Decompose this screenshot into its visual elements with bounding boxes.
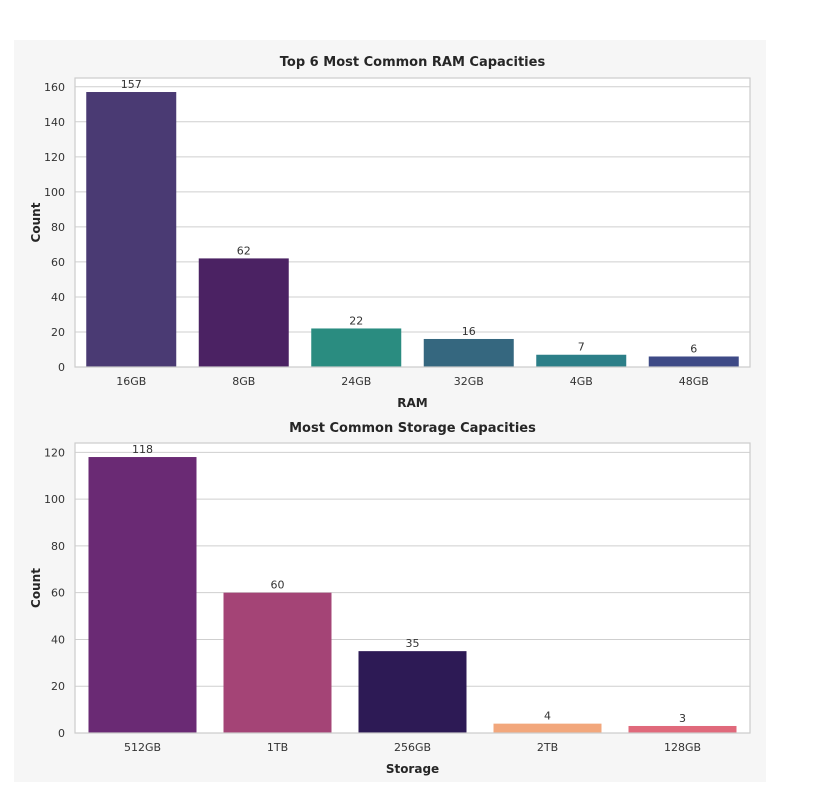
- chart2-xtick-label: 256GB: [394, 741, 431, 754]
- chart1-ytick-label: 40: [51, 291, 65, 304]
- chart1-ytick-label: 80: [51, 221, 65, 234]
- chart1-ytick-label: 160: [44, 81, 65, 94]
- chart1-ytick-label: 0: [58, 361, 65, 374]
- chart1-data-label: 157: [121, 78, 142, 91]
- chart2-xtick-label: 128GB: [664, 741, 701, 754]
- chart2-bar: [223, 592, 332, 733]
- chart1-ytick-label: 140: [44, 116, 65, 129]
- chart2-xtick-label: 512GB: [124, 741, 161, 754]
- chart1-data-label: 6: [690, 342, 697, 355]
- chart2-data-label: 60: [271, 579, 285, 592]
- chart1-ytick-label: 20: [51, 326, 65, 339]
- chart2-title: Most Common Storage Capacities: [289, 421, 536, 436]
- chart1-bar: [648, 356, 739, 367]
- chart1-xtick-label: 4GB: [570, 375, 593, 388]
- chart1-data-label: 7: [578, 341, 585, 354]
- chart2-data-label: 4: [544, 710, 551, 723]
- chart1-bar: [86, 92, 177, 368]
- chart1-ylabel: Count: [29, 202, 43, 242]
- chart2-xtick-label: 1TB: [267, 741, 288, 754]
- chart2-xlabel: Storage: [386, 762, 439, 776]
- chart2-ylabel: Count: [29, 568, 43, 608]
- chart2-data-label: 35: [406, 637, 420, 650]
- chart1-xtick-label: 24GB: [341, 375, 371, 388]
- chart1-xtick-label: 48GB: [679, 375, 709, 388]
- chart1-data-label: 16: [462, 325, 476, 338]
- chart2-xtick-label: 2TB: [537, 741, 558, 754]
- chart2-ytick-label: 60: [51, 587, 65, 600]
- chart2-data-label: 118: [132, 443, 153, 456]
- chart1-bar: [423, 338, 514, 367]
- chart1-bar: [311, 328, 402, 367]
- chart1-title: Top 6 Most Common RAM Capacities: [280, 55, 546, 70]
- chart1-bar: [536, 354, 627, 367]
- chart1-data-label: 62: [237, 244, 251, 257]
- chart2-ytick-label: 40: [51, 633, 65, 646]
- chart1-ytick-label: 60: [51, 256, 65, 269]
- chart2-bar: [628, 725, 737, 733]
- figure: 0 20 40 60 80 100 120 140 160 157 16GB 62 8GB 22 24GB 1…: [14, 40, 766, 782]
- chart1-ytick-label: 120: [44, 151, 65, 164]
- chart1-bar: [198, 258, 289, 367]
- chart1-plot-area: [75, 78, 750, 367]
- chart2-ytick-label: 20: [51, 680, 65, 693]
- chart2-ytick-label: 100: [44, 493, 65, 506]
- chart1-plot-frame: [74, 77, 751, 368]
- chart2-ytick-label: 0: [58, 727, 65, 740]
- chart1-data-label: 22: [349, 314, 363, 327]
- chart1-xtick-label: 32GB: [454, 375, 484, 388]
- chart1-xtick-label: 8GB: [232, 375, 255, 388]
- chart1-xtick-label: 16GB: [116, 375, 146, 388]
- chart2-ytick-label: 80: [51, 540, 65, 553]
- chart2-plot-frame: [74, 442, 751, 734]
- chart1-ytick-label: 100: [44, 186, 65, 199]
- chart2-bar: [88, 457, 197, 733]
- chart2-ytick-label: 120: [44, 446, 65, 459]
- chart1-xlabel: RAM: [397, 396, 427, 410]
- chart2-data-label: 3: [679, 712, 686, 725]
- chart2-bar: [358, 651, 467, 733]
- chart2-bar: [493, 723, 602, 733]
